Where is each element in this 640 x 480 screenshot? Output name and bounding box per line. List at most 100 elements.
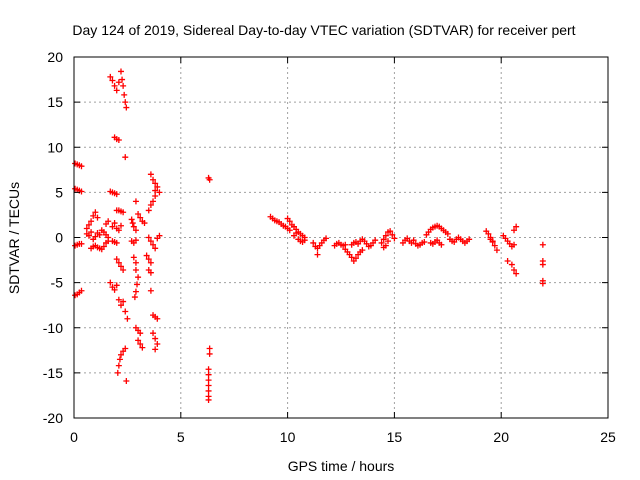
data-point <box>94 214 101 221</box>
chart-title: Day 124 of 2019, Sidereal Day-to-day VTE… <box>72 22 575 38</box>
data-point <box>122 308 129 315</box>
data-point <box>117 263 124 270</box>
data-point <box>113 87 120 94</box>
data-point <box>491 242 498 249</box>
y-tick-label: 0 <box>55 230 63 246</box>
y-axis-label: SDTVAR / TECUs <box>6 182 22 294</box>
data-point <box>539 241 546 248</box>
data-point <box>111 286 118 293</box>
x-tick-label: 15 <box>387 429 403 445</box>
data-point <box>205 382 212 389</box>
data-point <box>150 176 157 183</box>
data-point <box>113 256 120 263</box>
data-point <box>154 183 161 190</box>
data-point <box>109 77 116 84</box>
data-point <box>117 302 124 309</box>
data-point <box>88 218 95 225</box>
data-point <box>134 281 141 288</box>
data-point <box>152 192 159 199</box>
data-point <box>132 259 139 266</box>
data-point <box>123 104 130 111</box>
data-point <box>152 187 159 194</box>
data-point <box>120 82 127 89</box>
data-point <box>286 227 293 234</box>
data-point <box>513 270 520 277</box>
data-point <box>493 247 500 254</box>
data-point <box>85 221 92 228</box>
data-point <box>115 296 122 303</box>
data-point <box>154 340 161 347</box>
data-point <box>111 82 118 89</box>
data-point <box>205 387 212 394</box>
data-point <box>444 230 451 237</box>
y-tick-label: -15 <box>43 365 63 381</box>
data-point <box>78 163 85 170</box>
data-point <box>115 227 122 234</box>
data-point <box>119 76 126 83</box>
data-point <box>380 236 387 243</box>
data-point <box>78 188 85 195</box>
data-point <box>117 222 124 229</box>
data-point <box>115 79 122 86</box>
data-point <box>117 351 124 358</box>
data-point <box>109 223 116 230</box>
data-point <box>421 239 428 246</box>
data-point <box>145 256 152 263</box>
y-tick-label: 10 <box>47 139 63 155</box>
data-point <box>130 223 137 230</box>
data-point <box>372 237 379 244</box>
data-point <box>90 212 97 219</box>
data-point <box>147 259 154 266</box>
data-point <box>113 191 120 198</box>
data-point <box>100 243 107 250</box>
data-point <box>122 154 129 161</box>
data-point <box>123 377 130 384</box>
data-point <box>131 294 138 301</box>
data-point <box>122 99 129 106</box>
data-point <box>378 239 385 246</box>
data-point <box>105 218 112 225</box>
data-point <box>301 237 308 244</box>
data-point <box>384 238 391 245</box>
data-point <box>147 238 154 245</box>
data-point <box>286 218 293 225</box>
data-point <box>150 241 157 248</box>
data-point <box>489 239 496 246</box>
data-point <box>438 241 445 248</box>
data-point <box>130 254 137 261</box>
data-point <box>128 216 135 223</box>
data-point <box>485 230 492 237</box>
data-point <box>348 254 355 261</box>
data-point <box>122 345 129 352</box>
data-point <box>132 266 139 273</box>
x-tick-label: 25 <box>600 429 616 445</box>
data-point <box>114 369 121 376</box>
data-point <box>152 335 159 342</box>
data-point <box>150 198 157 205</box>
data-point <box>132 288 139 295</box>
data-point <box>504 257 511 264</box>
x-tick-label: 20 <box>493 429 509 445</box>
data-point <box>293 229 300 236</box>
data-point <box>382 232 389 239</box>
data-point <box>113 239 120 246</box>
data-point <box>206 176 213 183</box>
data-point <box>387 228 394 235</box>
data-point <box>206 345 213 352</box>
data-point <box>206 350 213 357</box>
data-point <box>78 287 85 294</box>
data-point <box>115 259 122 266</box>
data-point <box>92 233 99 240</box>
data-point <box>120 266 127 273</box>
x-tick-label: 0 <box>70 429 78 445</box>
data-point <box>120 298 127 305</box>
data-point <box>116 356 123 363</box>
data-point <box>137 340 144 347</box>
data-point <box>152 245 159 252</box>
data-point <box>115 137 122 144</box>
data-point <box>145 234 152 241</box>
data-point <box>111 220 118 227</box>
data-point <box>511 266 518 273</box>
